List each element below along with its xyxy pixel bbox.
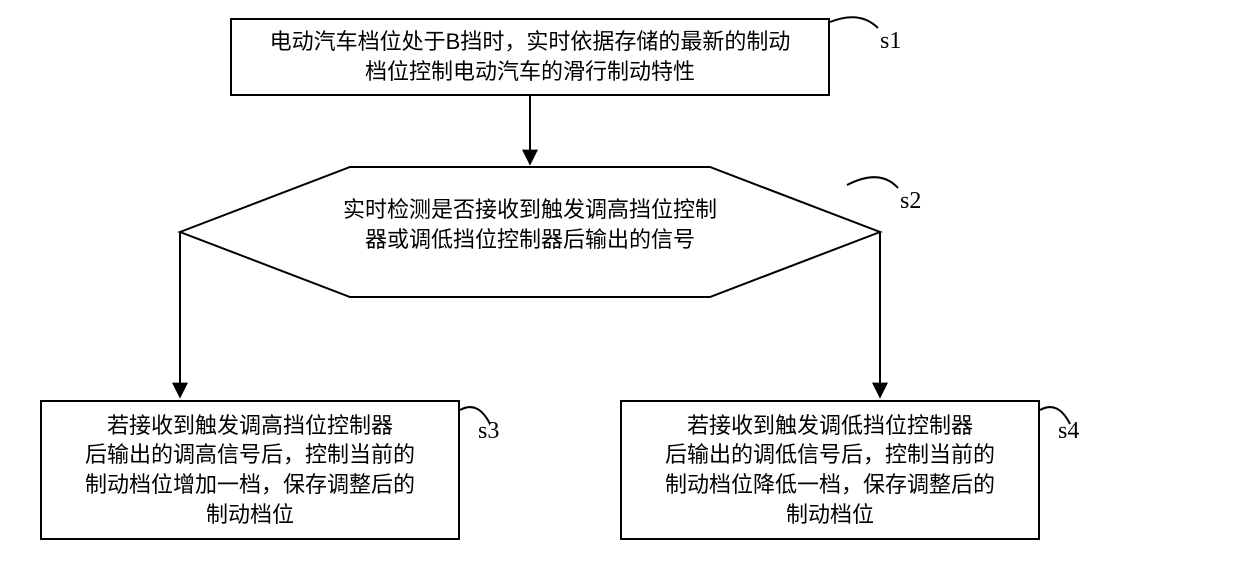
node-s1-line-0: 电动汽车档位处于B挡时，实时依据存储的最新的制动: [270, 27, 791, 57]
node-s3-line-1: 后输出的调高信号后，控制当前的: [85, 440, 415, 470]
node-s4-line-3: 制动档位: [665, 500, 995, 530]
node-s3: 若接收到触发调高挡位控制器 后输出的调高信号后，控制当前的 制动档位增加一档，保…: [40, 400, 460, 540]
label-s1: s1: [880, 28, 901, 55]
node-s3-line-2: 制动档位增加一档，保存调整后的: [85, 470, 415, 500]
label-s3: s3: [478, 418, 499, 445]
callout-s2: [847, 177, 898, 188]
node-s1-line-1: 档位控制电动汽车的滑行制动特性: [270, 57, 791, 87]
node-s3-line-0: 若接收到触发调高挡位控制器: [85, 411, 415, 441]
node-s2-line-0: 实时检测是否接收到触发调高挡位控制: [280, 195, 780, 225]
node-s2-text: 实时检测是否接收到触发调高挡位控制 器或调低挡位控制器后输出的信号: [280, 195, 780, 254]
node-s3-line-3: 制动档位: [85, 500, 415, 530]
node-s4-line-1: 后输出的调低信号后，控制当前的: [665, 440, 995, 470]
node-s1: 电动汽车档位处于B挡时，实时依据存储的最新的制动 档位控制电动汽车的滑行制动特性: [230, 18, 830, 96]
node-s4: 若接收到触发调低挡位控制器 后输出的调低信号后，控制当前的 制动档位降低一档，保…: [620, 400, 1040, 540]
node-s2-line-1: 器或调低挡位控制器后输出的信号: [280, 225, 780, 255]
label-s4: s4: [1058, 418, 1079, 445]
node-s4-line-0: 若接收到触发调低挡位控制器: [665, 411, 995, 441]
label-s2: s2: [900, 188, 921, 215]
callout-s1: [830, 17, 878, 28]
node-s4-line-2: 制动档位降低一档，保存调整后的: [665, 470, 995, 500]
